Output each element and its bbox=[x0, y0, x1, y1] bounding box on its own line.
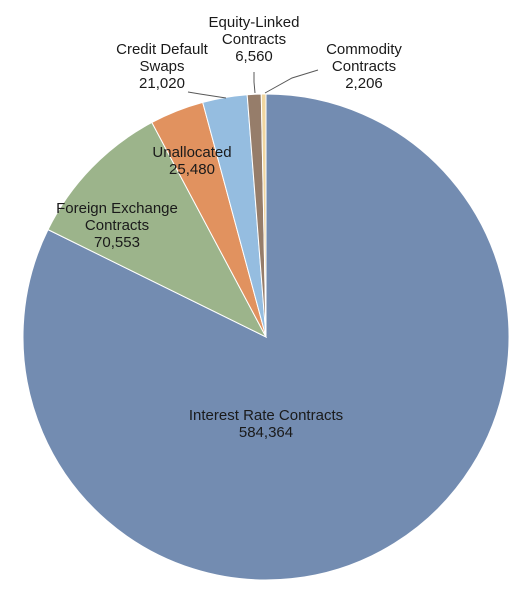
slice-labels: Interest Rate Contracts 584,364 Foreign Ex… bbox=[56, 14, 402, 441]
slice-value-label: 70,553 bbox=[94, 234, 140, 251]
slice-label-interest-rate-contracts: Interest Rate Contracts 584,364 bbox=[189, 407, 343, 441]
slice-label-credit-default-swaps: Credit Default Swaps 21,020 bbox=[116, 41, 209, 92]
pie-slices bbox=[22, 93, 510, 581]
slice-name-label: Equity-Linked bbox=[209, 14, 300, 31]
slice-name-label: Foreign Exchange bbox=[56, 200, 178, 217]
slice-name-label: Contracts bbox=[85, 217, 149, 234]
slice-name-label: Contracts bbox=[222, 31, 286, 48]
slice-label-foreign-exchange-contracts: Foreign Exchange Contracts 70,553 bbox=[56, 200, 178, 251]
slice-value-label: 584,364 bbox=[239, 424, 293, 441]
slice-name-label: Commodity bbox=[326, 41, 402, 58]
leader-line-commodity-contracts bbox=[264, 69, 319, 94]
slice-value-label: 6,560 bbox=[235, 48, 273, 65]
slice-value-label: 25,480 bbox=[169, 161, 215, 178]
slice-label-equity-linked-contracts: Equity-Linked Contracts 6,560 bbox=[209, 14, 300, 65]
leader-line-credit-default-swaps bbox=[187, 91, 227, 99]
slice-name-label: Unallocated bbox=[152, 144, 231, 161]
slice-name-label: Credit Default bbox=[116, 41, 209, 58]
slice-name-label: Swaps bbox=[139, 58, 184, 75]
leader-lines bbox=[187, 69, 319, 99]
slice-name-label: Interest Rate Contracts bbox=[189, 407, 343, 424]
slice-label-unallocated: Unallocated 25,480 bbox=[152, 144, 231, 178]
slice-commodity-contracts bbox=[260, 93, 267, 338]
leader-line-equity-linked-contracts bbox=[253, 72, 256, 94]
slice-label-commodity-contracts: Commodity Contracts 2,206 bbox=[326, 41, 402, 92]
slice-value-label: 21,020 bbox=[139, 75, 185, 92]
slice-value-label: 2,206 bbox=[345, 75, 383, 92]
slice-name-label: Contracts bbox=[332, 58, 396, 75]
slice-foreign-exchange-contracts bbox=[47, 121, 268, 339]
